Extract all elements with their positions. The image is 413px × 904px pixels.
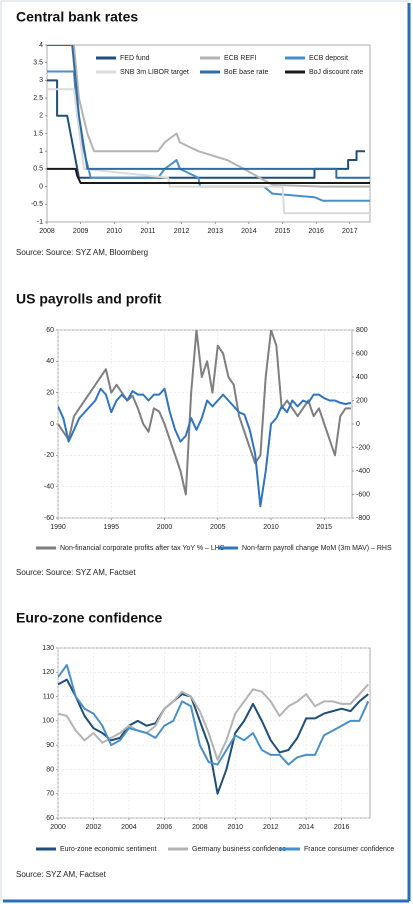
x-tick-label: 2008 <box>192 824 208 831</box>
x-tick-label: 2000 <box>50 824 66 831</box>
chart-title: Central bank rates <box>16 9 138 25</box>
y2-tick-label: 400 <box>356 374 368 381</box>
x-tick-label: 2016 <box>308 228 324 235</box>
x-tick-label: 2008 <box>39 228 55 235</box>
y2-tick-label: -800 <box>356 515 370 522</box>
series-line <box>47 45 370 188</box>
y2-tick-label: 800 <box>356 327 368 334</box>
y2-tick-label: 600 <box>356 350 368 357</box>
y-tick-label: 3 <box>39 77 43 84</box>
source: Source: Source: SYZ AM, Factset <box>16 568 136 577</box>
y-tick-label: 0 <box>39 183 43 190</box>
legend-label: FED fund <box>120 55 150 62</box>
x-tick-label: 2016 <box>334 824 350 831</box>
x-tick-label: 2014 <box>241 228 257 235</box>
y-tick-label: -60 <box>44 515 54 522</box>
y2-tick-label: 0 <box>356 421 360 428</box>
series-line <box>47 70 370 202</box>
chart-title: Euro-zone confidence <box>16 610 162 626</box>
y-tick-label: 70 <box>46 791 54 798</box>
y-tick-label: 2 <box>39 113 43 120</box>
x-tick-label: 2000 <box>157 524 173 531</box>
legend-label: BoE base rate <box>224 69 268 76</box>
y-tick-label: 60 <box>46 815 54 822</box>
legend-label: Non-financial corporate profits after ta… <box>60 545 225 552</box>
x-tick-label: 2004 <box>121 824 137 831</box>
x-tick-label: 1995 <box>103 524 119 531</box>
series-line <box>58 683 369 761</box>
y-tick-label: 40 <box>46 358 54 365</box>
series-line <box>58 664 370 766</box>
x-tick-label: 2015 <box>275 228 291 235</box>
y-tick-label: 3.5 <box>33 60 43 67</box>
series-line <box>47 45 370 179</box>
y-tick-label: -1 <box>37 219 43 226</box>
y2-tick-label: -400 <box>356 468 370 475</box>
y-tick-label: 130 <box>42 645 54 652</box>
legend-label: Non-farm payroll change MoM (3m MAV) – R… <box>242 545 392 552</box>
y2-tick-label: 200 <box>356 397 368 404</box>
x-tick-label: 1990 <box>50 524 66 531</box>
series-line <box>47 79 365 179</box>
y-tick-label: 80 <box>46 766 54 773</box>
chart-title: US payrolls and profit <box>16 291 162 307</box>
x-tick-label: 2010 <box>107 228 123 235</box>
x-tick-label: 2009 <box>73 228 89 235</box>
legend-label: Germany business confidence <box>192 846 286 853</box>
x-tick-label: 2012 <box>263 824 279 831</box>
x-tick-label: 2013 <box>207 228 223 235</box>
y-tick-label: 1.5 <box>33 130 43 137</box>
y-tick-label: 100 <box>42 718 54 725</box>
series-line <box>58 330 351 496</box>
x-tick-label: 2017 <box>342 228 358 235</box>
y2-tick-label: -200 <box>356 444 370 451</box>
legend-label: France consumer confidence <box>304 846 394 853</box>
y-tick-label: 0.5 <box>33 166 43 173</box>
x-tick-label: 2012 <box>174 228 190 235</box>
x-tick-label: 2014 <box>298 824 314 831</box>
y-tick-label: 60 <box>46 327 54 334</box>
x-tick-label: 2006 <box>157 824 173 831</box>
series-line <box>47 167 370 185</box>
x-tick-label: 2002 <box>86 824 102 831</box>
y-tick-label: 120 <box>42 669 54 676</box>
x-tick-label: 2005 <box>210 524 226 531</box>
x-tick-label: 2011 <box>140 228 155 235</box>
legend-label: ECB deposit <box>309 55 348 62</box>
legend-label: Euro-zone economic sentiment <box>60 846 157 853</box>
y-tick-label: 4 <box>39 42 43 49</box>
legend-label: BoJ discount rate <box>309 69 363 76</box>
y-tick-label: -20 <box>44 452 54 459</box>
y-tick-label: -40 <box>44 484 54 491</box>
y-tick-label: 0 <box>50 421 54 428</box>
x-tick-label: 2015 <box>317 524 333 531</box>
y-tick-label: 20 <box>46 390 54 397</box>
y-tick-label: -0.5 <box>31 201 43 208</box>
y2-tick-label: -600 <box>356 491 370 498</box>
source: Source: Source: SYZ AM, Bloomberg <box>16 248 148 257</box>
x-tick-label: 2010 <box>227 824 243 831</box>
source: Source: SYZ AM, Factset <box>16 870 107 879</box>
series-line <box>58 387 352 508</box>
legend-label: SNB 3m LIBOR target <box>120 69 189 76</box>
legend-label: ECB REFI <box>224 55 256 62</box>
x-tick-label: 2010 <box>263 524 279 531</box>
y-tick-label: 90 <box>46 742 54 749</box>
y-tick-label: 1 <box>39 148 43 155</box>
y-tick-label: 2.5 <box>33 95 43 102</box>
y-tick-label: 110 <box>43 693 54 700</box>
